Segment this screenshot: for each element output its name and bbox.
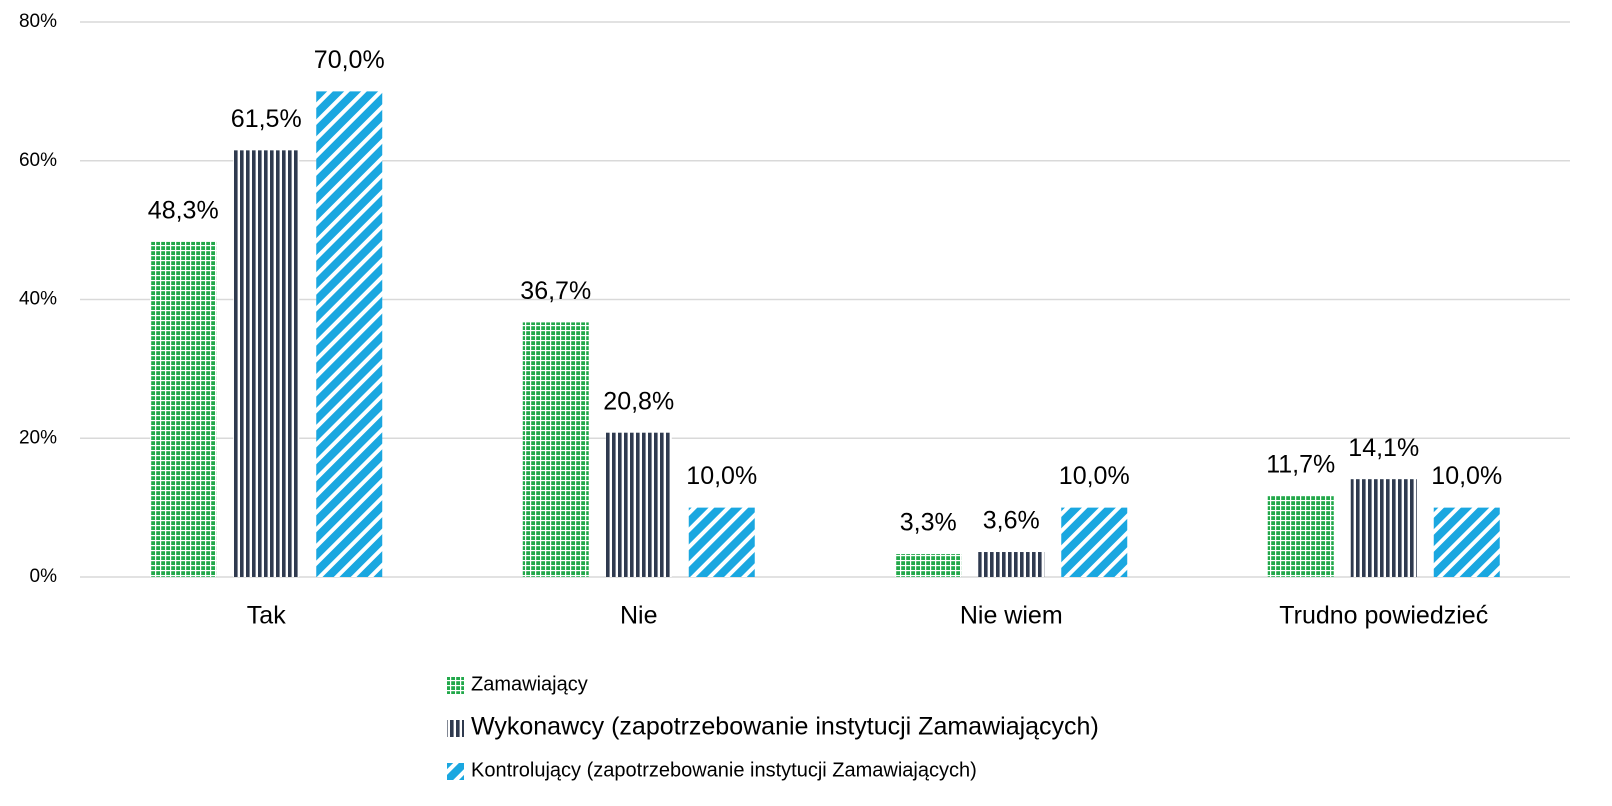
legend-swatch	[447, 677, 464, 694]
data-label: 3,6%	[983, 507, 1040, 535]
x-tick-label: Trudno powiedzieć	[1279, 602, 1488, 630]
legend-label: Wykonawcy (zapotrzebowanie instytucji Za…	[471, 713, 1099, 741]
x-tick-label: Tak	[247, 602, 286, 630]
bar	[522, 322, 589, 577]
y-tick-label: 20%	[19, 427, 57, 448]
data-label: 10,0%	[686, 462, 757, 490]
data-label: 70,0%	[314, 46, 385, 74]
legend-label: Zamawiający	[471, 673, 588, 695]
y-tick-label: 40%	[19, 289, 57, 310]
bar	[1267, 495, 1334, 577]
bar	[1061, 507, 1128, 577]
data-label: 20,8%	[603, 387, 674, 415]
bar	[1350, 479, 1417, 577]
data-label: 61,5%	[231, 105, 302, 133]
bar	[233, 150, 300, 577]
legend-swatch	[447, 763, 464, 780]
y-tick-label: 80%	[19, 11, 57, 32]
bar	[978, 552, 1045, 577]
y-tick-label: 60%	[19, 150, 57, 171]
bar	[316, 91, 383, 577]
data-label: 11,7%	[1266, 450, 1335, 478]
data-label: 36,7%	[520, 277, 591, 305]
data-label: 10,0%	[1059, 462, 1130, 490]
bar	[605, 432, 672, 577]
x-tick-label: Nie wiem	[960, 602, 1063, 630]
bar	[150, 241, 217, 577]
bar	[895, 554, 962, 577]
legend-label: Kontrolujący (zapotrzebowanie instytucji…	[471, 759, 977, 781]
data-label: 14,1%	[1348, 434, 1419, 462]
data-label: 3,3%	[900, 509, 957, 537]
bar	[688, 507, 755, 577]
bar	[1433, 507, 1500, 577]
legend-swatch	[447, 720, 464, 737]
data-label: 48,3%	[148, 197, 219, 225]
x-tick-label: Nie	[620, 602, 658, 630]
data-label: 10,0%	[1431, 462, 1502, 490]
y-tick-label: 0%	[30, 566, 58, 587]
